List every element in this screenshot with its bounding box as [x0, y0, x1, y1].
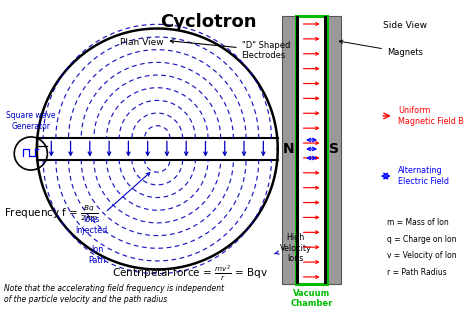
Bar	[296, 16, 300, 284]
Text: Ion
Path: Ion Path	[88, 245, 106, 265]
Text: Magnets: Magnets	[339, 40, 423, 57]
Text: High
Velocity
Ions: High Velocity Ions	[274, 233, 312, 263]
Text: Vacuum
Chamber: Vacuum Chamber	[291, 289, 333, 308]
Text: Square wave
Generator: Square wave Generator	[6, 112, 55, 131]
Text: Note that the accelerating field frequency is independent
of the particle veloci: Note that the accelerating field frequen…	[4, 284, 224, 304]
Text: Side View: Side View	[383, 21, 427, 30]
Bar	[324, 16, 328, 284]
Bar	[296, 16, 328, 284]
Text: S: S	[329, 142, 339, 156]
Text: v = Velocity of Ion: v = Velocity of Ion	[387, 251, 456, 260]
Text: Uniform
Magnetic Field B: Uniform Magnetic Field B	[398, 106, 464, 125]
Text: Centripetal force = $\frac{mv^2}{r}$ = Bqv: Centripetal force = $\frac{mv^2}{r}$ = B…	[112, 264, 268, 283]
Bar	[282, 16, 296, 284]
Text: "D" Shaped
Electrodes: "D" Shaped Electrodes	[170, 40, 290, 60]
Bar	[328, 16, 341, 284]
Text: m = Mass of Ion: m = Mass of Ion	[387, 218, 449, 227]
Text: q = Charge on Ion: q = Charge on Ion	[387, 235, 456, 244]
Text: Alternating
Electric Field: Alternating Electric Field	[398, 166, 449, 186]
Text: N: N	[283, 142, 295, 156]
Text: Cyclotron: Cyclotron	[160, 14, 257, 32]
Text: r = Path Radius: r = Path Radius	[387, 268, 447, 277]
Text: Ions
Injected: Ions Injected	[75, 173, 150, 234]
Text: Frequency f = $\frac{Bq}{2\pi m}$: Frequency f = $\frac{Bq}{2\pi m}$	[4, 203, 99, 223]
Text: Plan View: Plan View	[120, 38, 164, 46]
